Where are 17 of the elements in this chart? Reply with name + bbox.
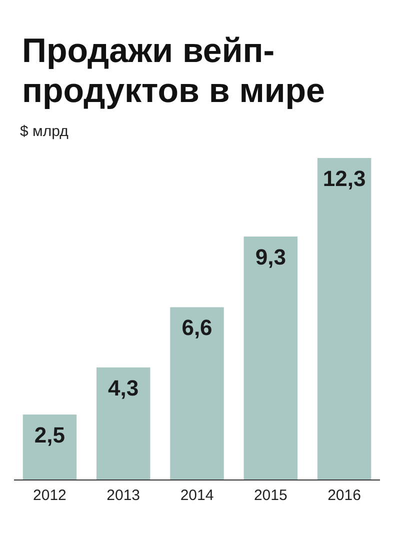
data-label: 6,6 — [182, 315, 212, 340]
x-tick-label: 2015 — [254, 487, 288, 504]
x-tick-label: 2013 — [106, 487, 140, 504]
bar — [96, 367, 150, 480]
bar — [22, 414, 77, 480]
bar — [170, 307, 224, 480]
chart-title: Продажи вейп- продуктов в мире — [22, 32, 325, 110]
data-label: 12,3 — [322, 166, 366, 191]
bar — [244, 236, 298, 480]
data-label: 4,3 — [108, 375, 139, 400]
data-label: 9,3 — [255, 244, 286, 270]
x-tick-label: 2016 — [328, 487, 361, 504]
x-tick-label: 2014 — [180, 487, 214, 504]
data-label: 2,5 — [34, 422, 66, 448]
x-tick-label: 2012 — [33, 487, 66, 504]
bar — [317, 158, 372, 480]
y-axis-title: $ млрд — [20, 123, 69, 140]
